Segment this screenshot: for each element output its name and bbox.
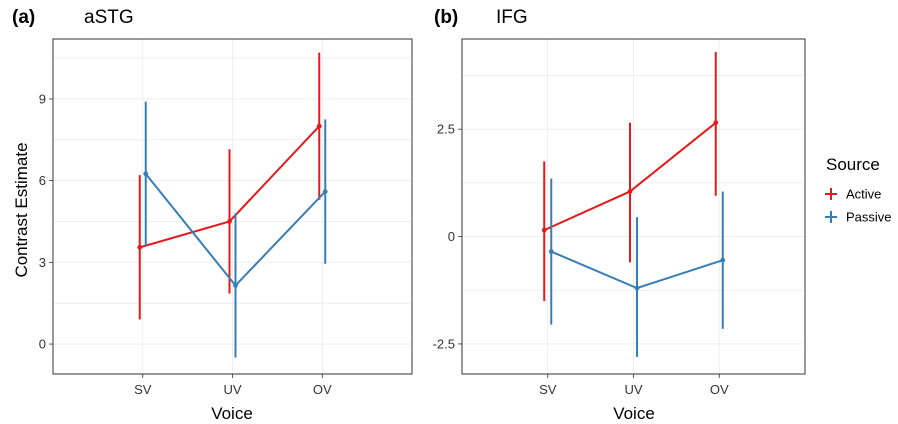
panel-b-plot: -2.5 0 2.5 SV UV OV xyxy=(433,38,806,397)
panel-a-xtick-label-ov: OV xyxy=(313,382,332,397)
panel-a-tag: (a) xyxy=(12,7,35,28)
legend-label-passive: Passive xyxy=(846,210,892,225)
panel-a-plot: 0 3 6 9 SV UV OV xyxy=(39,38,413,397)
panel-b-ytick-label: -2.5 xyxy=(433,336,455,351)
panel-a-passive-point-ov xyxy=(322,189,328,194)
panel-a-border xyxy=(52,38,413,375)
panel-a-xtick-label-uv: UV xyxy=(223,382,241,397)
panel-b-passive-point-sv xyxy=(548,249,554,254)
panel-b-ytick-label: 2.5 xyxy=(437,122,455,137)
panel-b-passive-point-uv xyxy=(634,285,640,291)
panel-b-tag: (b) xyxy=(434,7,458,28)
panel-a-ytick-label: 0 xyxy=(39,337,46,352)
panel-a-ylabel: Contrast Estimate xyxy=(12,142,31,277)
panel-a-active-point-sv xyxy=(137,244,143,250)
panel-a-ytick-label: 9 xyxy=(39,91,46,106)
panel-a-xtick-label-sv: SV xyxy=(134,382,152,397)
panel-a-xlabel: Voice xyxy=(211,404,253,423)
panel-a-active-point-uv xyxy=(227,219,232,224)
panel-b-ytick-label: 0 xyxy=(448,229,455,244)
legend-title: Source xyxy=(826,155,880,174)
panel-b-xtick-label-sv: SV xyxy=(539,382,557,397)
panel-a-passive-point-uv xyxy=(233,283,238,288)
panel-a-passive-point-sv xyxy=(143,171,149,177)
panel-b-active-point-ov xyxy=(713,120,719,126)
panel-a-ytick-label: 6 xyxy=(39,173,46,188)
panel-b-xlabel: Voice xyxy=(613,404,655,423)
panel-a-active-point-ov xyxy=(316,123,322,129)
legend: Active Passive xyxy=(825,187,892,225)
legend-label-active: Active xyxy=(846,187,881,202)
panel-b-xtick-label-ov: OV xyxy=(710,382,729,397)
panel-b-border xyxy=(461,38,806,375)
panel-b-passive-point-ov xyxy=(720,257,726,263)
panel-b-title: IFG xyxy=(496,7,528,28)
panel-b-active-point-sv xyxy=(541,227,547,233)
panel-b-active-point-uv xyxy=(627,189,633,194)
panel-a-title: aSTG xyxy=(84,7,134,28)
panel-a-ytick-label: 3 xyxy=(39,255,46,270)
panel-b-xtick-label-uv: UV xyxy=(624,382,642,397)
